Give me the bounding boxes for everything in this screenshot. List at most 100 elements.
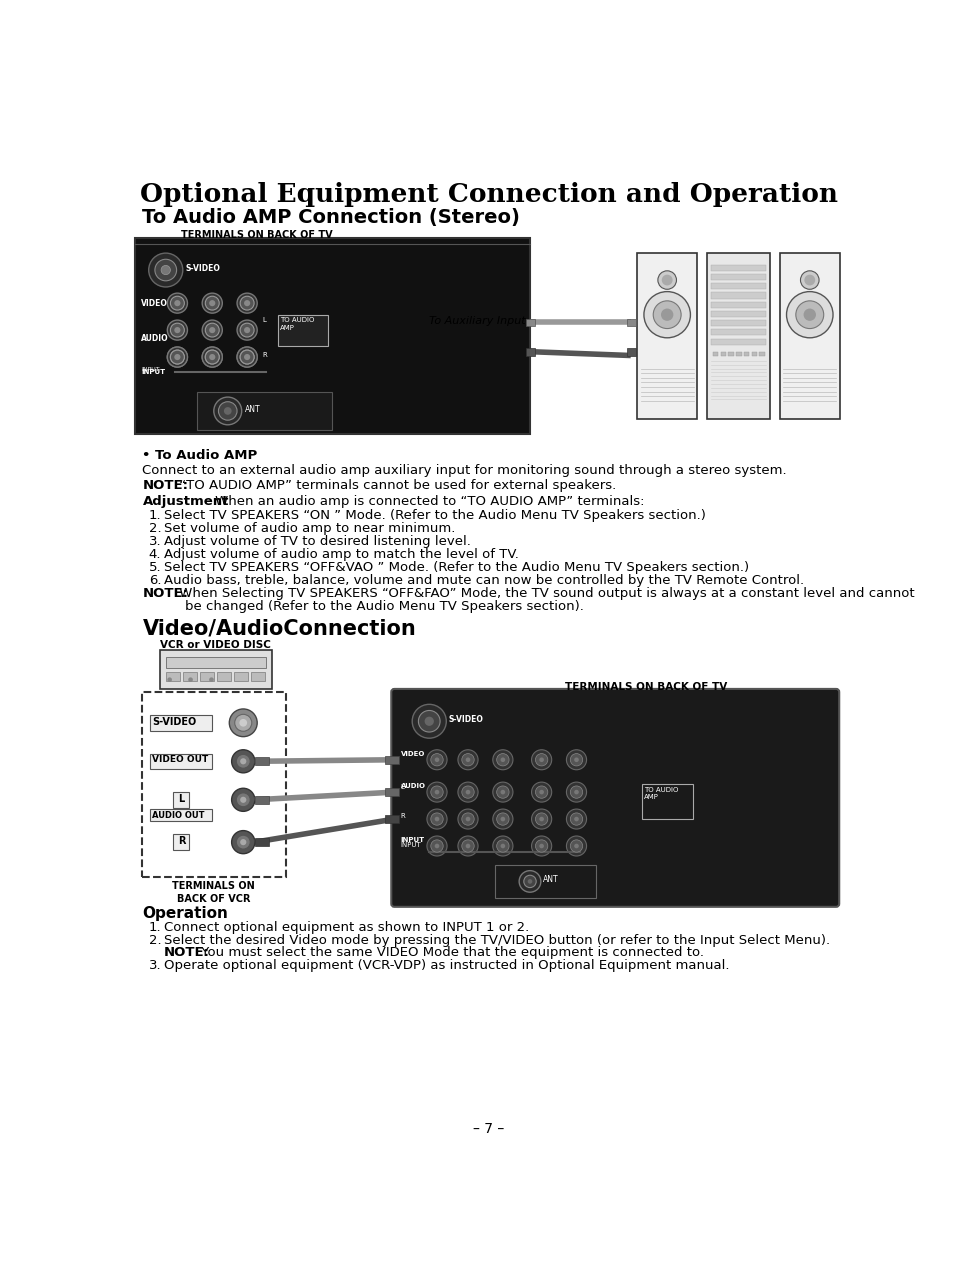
Text: Audio bass, treble, balance, volume and mute can now be controlled by the TV Rem: Audio bass, treble, balance, volume and … — [164, 574, 803, 588]
Circle shape — [500, 789, 505, 794]
Text: 2.: 2. — [149, 521, 161, 534]
Text: • To Audio AMP: • To Audio AMP — [142, 450, 257, 463]
Circle shape — [660, 309, 673, 321]
Circle shape — [535, 785, 547, 798]
Circle shape — [244, 326, 250, 333]
Bar — [173, 834, 189, 850]
Circle shape — [523, 875, 536, 887]
Circle shape — [209, 326, 215, 333]
Circle shape — [240, 351, 253, 363]
Text: 1.: 1. — [149, 509, 161, 521]
Circle shape — [461, 840, 474, 852]
Circle shape — [236, 347, 257, 367]
Circle shape — [240, 296, 253, 310]
Bar — [159, 650, 272, 688]
Circle shape — [535, 754, 547, 766]
Bar — [385, 788, 398, 796]
Circle shape — [205, 296, 219, 310]
Text: NOTE:: NOTE: — [142, 588, 189, 601]
Circle shape — [803, 274, 815, 286]
Circle shape — [167, 677, 172, 682]
Circle shape — [435, 817, 439, 821]
Circle shape — [431, 840, 443, 852]
Circle shape — [538, 757, 543, 762]
Text: S-VIDEO: S-VIDEO — [152, 717, 196, 727]
Text: 4.: 4. — [149, 548, 161, 561]
Bar — [626, 348, 636, 356]
Circle shape — [643, 292, 690, 338]
Circle shape — [800, 270, 819, 289]
Circle shape — [802, 309, 815, 321]
Circle shape — [570, 754, 582, 766]
Bar — [199, 672, 213, 681]
Circle shape — [205, 323, 219, 337]
Circle shape — [431, 754, 443, 766]
Text: Connect to an external audio amp auxiliary input for monitoring sound through a : Connect to an external audio amp auxilia… — [142, 464, 786, 477]
Circle shape — [209, 354, 215, 360]
Circle shape — [202, 293, 222, 314]
Text: – 7 –: – 7 – — [473, 1122, 504, 1136]
Circle shape — [431, 813, 443, 825]
Circle shape — [427, 810, 447, 829]
FancyBboxPatch shape — [391, 688, 839, 907]
Text: Set volume of audio amp to near minimum.: Set volume of audio amp to near minimum. — [164, 521, 456, 534]
Circle shape — [497, 754, 509, 766]
Circle shape — [527, 878, 532, 884]
Circle shape — [424, 717, 434, 725]
Bar — [710, 311, 765, 317]
Bar — [710, 320, 765, 326]
Circle shape — [795, 301, 822, 329]
Circle shape — [205, 351, 219, 363]
Circle shape — [240, 759, 246, 765]
Text: AUDIO: AUDIO — [400, 783, 425, 789]
Bar — [385, 815, 398, 822]
Bar — [743, 352, 748, 356]
Text: Select the desired Video mode by pressing the TV/VIDEO button (or refer to the I: Select the desired Video mode by pressin… — [164, 933, 829, 947]
Circle shape — [232, 830, 254, 854]
Circle shape — [457, 810, 477, 829]
Circle shape — [465, 757, 470, 762]
Bar — [710, 265, 765, 270]
Text: 3.: 3. — [149, 536, 161, 548]
Circle shape — [574, 844, 578, 848]
Text: 2.: 2. — [149, 933, 161, 947]
Text: L: L — [262, 317, 266, 323]
Circle shape — [574, 817, 578, 821]
Circle shape — [570, 785, 582, 798]
Circle shape — [566, 750, 586, 770]
Circle shape — [493, 836, 513, 856]
Circle shape — [500, 757, 505, 762]
Circle shape — [531, 836, 551, 856]
Text: S-VIDEO: S-VIDEO — [185, 264, 220, 273]
Text: VIDEO OUT: VIDEO OUT — [152, 755, 208, 764]
Text: INPUT: INPUT — [141, 367, 159, 372]
Bar — [166, 657, 266, 668]
Bar — [196, 391, 332, 430]
Circle shape — [236, 347, 257, 367]
Circle shape — [171, 351, 184, 363]
Circle shape — [167, 293, 187, 314]
Circle shape — [149, 254, 183, 287]
Circle shape — [570, 840, 582, 852]
Text: TO AUDIO: TO AUDIO — [643, 787, 678, 793]
Text: ANT: ANT — [542, 875, 558, 885]
Circle shape — [566, 782, 586, 802]
Bar — [525, 348, 535, 356]
Circle shape — [188, 677, 193, 682]
Circle shape — [566, 836, 586, 856]
Text: L: L — [178, 793, 184, 803]
Circle shape — [224, 407, 232, 414]
Circle shape — [240, 797, 246, 803]
Circle shape — [232, 750, 254, 773]
Circle shape — [218, 402, 236, 421]
Bar — [710, 339, 765, 344]
Bar — [710, 283, 765, 289]
Circle shape — [653, 301, 680, 329]
Circle shape — [209, 677, 213, 682]
Bar — [183, 672, 196, 681]
Bar — [142, 692, 286, 877]
Text: “TO AUDIO AMP” terminals cannot be used for external speakers.: “TO AUDIO AMP” terminals cannot be used … — [174, 479, 616, 492]
Bar — [710, 274, 765, 280]
Bar — [720, 352, 725, 356]
Circle shape — [239, 719, 247, 727]
